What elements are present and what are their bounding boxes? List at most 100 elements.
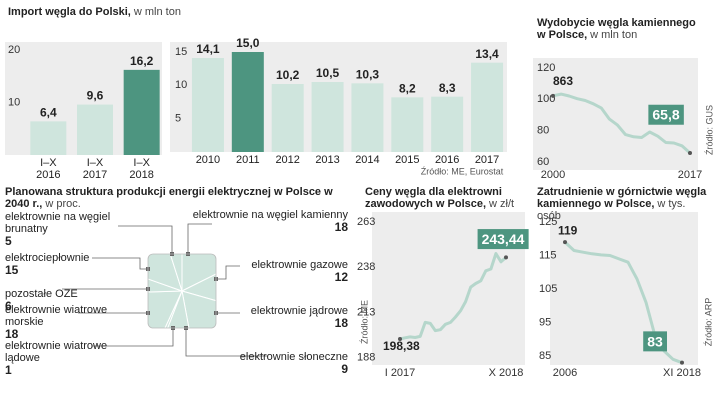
slice-name: elektrownie gazowe (251, 259, 348, 271)
y-tick-label: 80 (537, 125, 549, 137)
bar-value-label: 14,1 (196, 42, 220, 56)
pie-slice (148, 254, 183, 292)
y-tick-label: 20 (8, 44, 20, 56)
slice-name: elektrownie na węgiel kamienny (192, 209, 348, 221)
value-label-box (477, 229, 529, 250)
bar-value-label: 8,3 (439, 81, 456, 95)
chart-subtitle: w proc. (45, 198, 81, 210)
start-value-label: 119 (558, 223, 578, 237)
bar (123, 69, 160, 155)
chart-subtitle: w mln ton (133, 6, 181, 18)
end-value-label: 83 (647, 333, 663, 349)
slice-name: elektrownie słoneczne (239, 351, 348, 363)
y-tick-label: 263 (357, 216, 375, 228)
slice-name: pozostałe OZE (5, 288, 78, 300)
y-tick-label: 60 (537, 156, 549, 168)
y-tick-label: 188 (357, 352, 375, 364)
chart-subtitle: w tys. osób (537, 198, 686, 222)
chart-title: Import węgla do Polski, (8, 6, 131, 18)
pie-slice (157, 254, 183, 292)
y-tick-label: 95 (539, 316, 551, 328)
leader-line (185, 328, 268, 357)
bar-value-label: 10,5 (316, 66, 340, 80)
panel-background (550, 212, 698, 365)
bar-value-label: 10,2 (276, 68, 300, 82)
y-tick-label: 85 (539, 350, 551, 362)
bar-value-label: 10,3 (356, 68, 380, 82)
x-tick-label: I–X 2017 (82, 157, 108, 181)
leader-line (187, 223, 212, 254)
y-tick-label: 100 (537, 93, 555, 105)
source-note: Źródło: ME (359, 300, 369, 344)
pie (148, 254, 216, 328)
slice-value: 18 (5, 327, 19, 341)
bar-value-label: 8,2 (399, 82, 416, 96)
x-tick-label: 2015 (395, 154, 420, 166)
pie-frame (147, 253, 217, 329)
slice-label: elektrownie wiatrowe lądowe 1 (5, 340, 107, 377)
leader-line (92, 257, 148, 270)
bar (231, 52, 264, 152)
x-tick-label: I–X 2016 (36, 157, 61, 181)
bar (77, 104, 113, 155)
y-tick-label: 115 (539, 249, 557, 261)
chart-title: Zatrudnienie w górnictwie węgla kamienne… (537, 186, 707, 210)
title-block: Planowana struktura produkcji energii el… (5, 186, 345, 210)
slice-label: elektrownie wiatrowe morskie 18 (5, 304, 107, 341)
source-note: Źródło: ME, Eurostat (421, 166, 504, 176)
leader-line (216, 265, 240, 280)
end-point (680, 360, 684, 365)
slice-name: elektrociepłownie (5, 252, 90, 264)
pie-slice (148, 263, 183, 294)
x-tick-label: X 2018 (489, 367, 524, 379)
x-tick-label: 2017 (678, 169, 702, 181)
x-tick-label: 2000 (541, 169, 565, 181)
chart-title: Wydobycie węgla kamiennego w Polsce, (537, 17, 696, 41)
slice-label: elektrownie jądrowe 18 (251, 305, 348, 330)
x-tick-label: I 2017 (385, 367, 416, 379)
x-tick-label: 2011 (235, 154, 260, 166)
slice-label: elektrownie na węgiel brunatny 5 (5, 211, 110, 248)
source-note: Źródło: ARP (703, 298, 713, 347)
pie-slice (181, 254, 216, 292)
y-tick-label: 15 (175, 46, 187, 58)
y-tick-label: 213 (357, 306, 375, 318)
slice-name: elektrownie na węgiel brunatny (5, 211, 111, 235)
leader-line (118, 225, 173, 254)
x-tick-label: 2006 (553, 367, 577, 379)
title-block: Zatrudnienie w górnictwie węgla kamienne… (537, 186, 707, 222)
slice-value: 9 (341, 362, 348, 376)
slice-name: elektrownie wiatrowe morskie (5, 304, 108, 328)
slice-value: 5 (5, 234, 12, 248)
x-tick-label: 2014 (355, 154, 380, 166)
bar (431, 96, 464, 152)
slice-value: 18 (334, 220, 348, 234)
slice-label: elektrociepłownie 15 (5, 252, 89, 277)
chart-title: Planowana struktura produkcji energii el… (5, 186, 333, 210)
start-value-label: 198,38 (383, 339, 420, 353)
x-tick-label: 2016 (434, 154, 460, 166)
bar (30, 121, 67, 155)
bar-value-label: 13,4 (475, 47, 499, 61)
chart-subtitle: w mln ton (590, 29, 638, 41)
slice-value: 15 (5, 263, 19, 277)
end-point (551, 93, 555, 98)
slice-label: elektrownie słoneczne 9 (240, 351, 348, 376)
x-tick-label: 2012 (275, 154, 300, 166)
slice-label: elektrownie gazowe 12 (251, 259, 348, 284)
x-tick-label: 2010 (195, 154, 221, 166)
chart-title: Ceny węgla dla elektrowni zawodowych w P… (365, 186, 502, 210)
slice-name: elektrownie wiatrowe lądowe (5, 340, 108, 364)
start-value-label: 863 (553, 74, 573, 88)
chart-subtitle: w zł/t (489, 198, 515, 210)
x-tick-label: XI 2018 (663, 367, 701, 379)
bar (191, 58, 224, 152)
end-point (563, 240, 567, 245)
bar-value-label: 15,0 (236, 36, 260, 50)
slice-label: pozostałe OZE 6 (5, 288, 78, 313)
bar (271, 84, 304, 152)
data-line (552, 92, 691, 155)
end-value-label: 243,44 (482, 231, 525, 247)
x-tick-label: 2017 (474, 154, 500, 166)
bar-value-label: 16,2 (130, 54, 154, 68)
